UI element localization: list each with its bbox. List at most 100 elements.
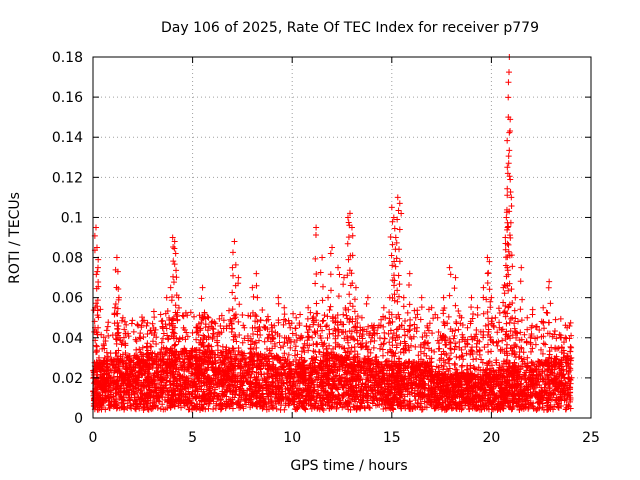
data-point [511, 325, 518, 332]
data-point [261, 338, 268, 345]
data-point [179, 312, 186, 319]
data-point [266, 331, 273, 338]
data-point [567, 319, 574, 326]
data-point [542, 341, 549, 348]
data-point [223, 344, 230, 351]
data-point [102, 406, 109, 413]
data-point [131, 394, 138, 401]
data-point [319, 318, 326, 325]
data-point [240, 390, 247, 397]
data-point [406, 323, 413, 330]
data-point [343, 312, 350, 319]
data-point [127, 403, 134, 410]
data-point [250, 330, 257, 337]
data-point [281, 406, 288, 413]
data-point [540, 340, 547, 347]
data-point [467, 351, 474, 358]
data-point [268, 328, 275, 335]
data-point [385, 320, 392, 327]
data-point [370, 344, 377, 351]
data-point [486, 365, 493, 372]
data-point [151, 314, 158, 321]
data-point [367, 338, 374, 345]
data-point [518, 317, 525, 324]
data-point [150, 308, 157, 315]
data-point [293, 332, 300, 339]
data-point [473, 343, 480, 350]
data-point [451, 346, 458, 353]
data-point [267, 399, 274, 406]
data-point [253, 313, 260, 320]
data-point [105, 332, 112, 339]
data-point [189, 329, 196, 336]
data-point [294, 351, 301, 358]
data-point [204, 313, 211, 320]
data-points [90, 54, 575, 413]
data-point [225, 307, 232, 314]
data-point [148, 343, 155, 350]
data-point [144, 340, 151, 347]
data-point [129, 317, 136, 324]
data-point [304, 329, 311, 336]
data-point [281, 311, 288, 318]
data-point [137, 335, 144, 342]
data-point [459, 352, 466, 359]
data-point [134, 321, 141, 328]
data-point [453, 353, 460, 360]
data-point [140, 334, 147, 341]
data-point [210, 406, 217, 413]
data-point [529, 345, 536, 352]
data-point [160, 344, 167, 351]
data-point [412, 397, 419, 404]
data-point [425, 327, 432, 334]
data-point [319, 405, 326, 412]
data-point [304, 337, 311, 344]
data-point [482, 322, 489, 329]
data-point [289, 330, 296, 337]
data-point [317, 323, 324, 330]
data-point [560, 339, 567, 346]
data-point [227, 316, 234, 323]
data-point [128, 402, 135, 409]
data-point [324, 313, 331, 320]
data-point [557, 315, 564, 322]
data-point [333, 372, 340, 379]
data-point [305, 333, 312, 340]
data-point [136, 346, 143, 353]
data-point [421, 398, 428, 405]
data-point [381, 329, 388, 336]
data-point [400, 346, 407, 353]
data-point [128, 320, 135, 327]
data-point [450, 335, 457, 342]
data-point [176, 355, 183, 362]
data-point [157, 311, 164, 318]
data-point [114, 404, 121, 411]
data-point [219, 343, 226, 350]
data-point [259, 307, 266, 314]
data-point [105, 319, 112, 326]
data-point [270, 404, 277, 411]
data-point [376, 345, 383, 352]
data-point [239, 339, 246, 346]
data-point [144, 330, 151, 337]
data-point [494, 342, 501, 349]
data-point [191, 313, 198, 320]
data-point [152, 326, 159, 333]
data-point [150, 338, 157, 345]
data-point [455, 308, 462, 315]
data-point [509, 332, 516, 339]
data-point [315, 348, 322, 355]
data-point [544, 310, 551, 317]
data-point [404, 309, 411, 316]
data-point [490, 367, 497, 374]
data-point [216, 315, 223, 322]
data-point [133, 338, 140, 345]
data-point [496, 319, 503, 326]
data-point [158, 339, 165, 346]
data-point [397, 349, 404, 356]
data-point [558, 344, 565, 351]
data-point [97, 306, 104, 313]
data-point [263, 317, 270, 324]
data-point [133, 346, 140, 353]
data-point [149, 320, 156, 327]
